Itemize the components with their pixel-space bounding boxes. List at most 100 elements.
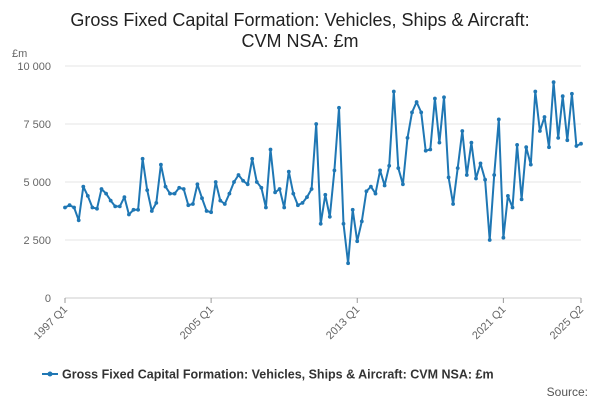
data-point[interactable] xyxy=(574,144,579,148)
data-point[interactable] xyxy=(209,210,214,215)
data-point[interactable] xyxy=(519,197,524,202)
data-point[interactable] xyxy=(373,191,378,196)
data-point[interactable] xyxy=(487,238,492,242)
data-point[interactable] xyxy=(126,212,131,217)
data-point[interactable] xyxy=(218,198,223,203)
data-point[interactable] xyxy=(85,194,90,198)
data-point[interactable] xyxy=(350,207,355,212)
data-point[interactable] xyxy=(337,105,341,110)
data-point[interactable] xyxy=(291,191,296,196)
data-point[interactable] xyxy=(378,168,382,173)
data-point[interactable] xyxy=(72,205,76,210)
data-point[interactable] xyxy=(213,180,218,184)
data-point[interactable] xyxy=(528,162,533,167)
data-point[interactable] xyxy=(401,182,405,187)
data-point[interactable] xyxy=(195,182,200,187)
data-point[interactable] xyxy=(510,205,515,210)
data-point[interactable] xyxy=(76,218,81,223)
data-point[interactable] xyxy=(506,194,510,198)
data-point[interactable] xyxy=(149,209,154,213)
data-point[interactable] xyxy=(501,235,506,240)
data-point[interactable] xyxy=(245,182,250,187)
data-point[interactable] xyxy=(524,145,529,150)
data-point[interactable] xyxy=(273,190,277,195)
data-point[interactable] xyxy=(282,205,287,210)
data-point[interactable] xyxy=(355,239,360,244)
data-point[interactable] xyxy=(442,95,446,100)
data-point[interactable] xyxy=(305,195,309,200)
data-point[interactable] xyxy=(496,117,501,122)
data-point[interactable] xyxy=(232,180,236,184)
data-point[interactable] xyxy=(154,201,159,205)
data-point[interactable] xyxy=(117,204,122,209)
data-point[interactable] xyxy=(259,185,264,190)
data-point[interactable] xyxy=(163,184,168,189)
data-point[interactable] xyxy=(455,166,460,171)
data-point[interactable] xyxy=(492,173,497,177)
data-point[interactable] xyxy=(364,189,369,194)
data-point[interactable] xyxy=(327,214,332,219)
data-point[interactable] xyxy=(410,110,414,115)
data-point[interactable] xyxy=(99,187,104,191)
data-point[interactable] xyxy=(451,202,455,206)
data-point[interactable] xyxy=(236,173,241,177)
data-point[interactable] xyxy=(405,136,410,140)
data-point[interactable] xyxy=(309,187,314,191)
data-point[interactable] xyxy=(570,91,574,96)
data-point[interactable] xyxy=(464,173,469,177)
data-point[interactable] xyxy=(579,141,583,146)
data-point[interactable] xyxy=(131,207,136,212)
data-point[interactable] xyxy=(560,94,565,99)
data-point[interactable] xyxy=(542,115,547,119)
data-point[interactable] xyxy=(268,147,273,152)
data-point[interactable] xyxy=(172,191,177,196)
data-point[interactable] xyxy=(63,205,67,210)
data-point[interactable] xyxy=(122,195,127,200)
data-point[interactable] xyxy=(204,209,209,213)
data-point[interactable] xyxy=(67,203,72,208)
data-point[interactable] xyxy=(254,180,259,184)
data-point[interactable] xyxy=(104,191,108,196)
data-point[interactable] xyxy=(241,178,246,183)
data-point[interactable] xyxy=(250,156,255,161)
data-point[interactable] xyxy=(556,136,561,140)
data-point[interactable] xyxy=(181,187,186,191)
data-point[interactable] xyxy=(296,203,300,208)
data-point[interactable] xyxy=(136,207,141,212)
data-point[interactable] xyxy=(300,201,305,205)
data-point[interactable] xyxy=(565,138,570,143)
data-point[interactable] xyxy=(387,163,392,168)
data-point[interactable] xyxy=(341,221,346,226)
data-point[interactable] xyxy=(145,188,150,193)
data-point[interactable] xyxy=(186,203,191,208)
data-point[interactable] xyxy=(323,192,328,197)
data-point[interactable] xyxy=(332,168,337,173)
data-point[interactable] xyxy=(81,184,86,189)
data-point[interactable] xyxy=(318,221,323,226)
data-point[interactable] xyxy=(95,206,99,211)
data-point[interactable] xyxy=(382,183,387,188)
data-point[interactable] xyxy=(277,187,282,191)
data-point[interactable] xyxy=(90,205,95,210)
data-point[interactable] xyxy=(222,202,227,206)
data-point[interactable] xyxy=(108,198,113,203)
data-point[interactable] xyxy=(547,145,551,150)
data-point[interactable] xyxy=(515,143,519,147)
data-point[interactable] xyxy=(474,176,478,181)
data-point[interactable] xyxy=(286,169,291,174)
data-point[interactable] xyxy=(200,196,204,201)
data-point[interactable] xyxy=(140,156,145,161)
data-point[interactable] xyxy=(428,147,433,152)
data-point[interactable] xyxy=(264,205,268,210)
data-point[interactable] xyxy=(478,161,483,166)
data-point[interactable] xyxy=(396,166,401,171)
data-point[interactable] xyxy=(369,184,373,189)
data-point[interactable] xyxy=(483,177,487,182)
data-point[interactable] xyxy=(359,219,364,224)
data-point[interactable] xyxy=(533,89,538,94)
data-point[interactable] xyxy=(446,175,451,180)
data-point[interactable] xyxy=(538,129,542,133)
data-point[interactable] xyxy=(460,129,465,133)
data-point[interactable] xyxy=(191,202,195,206)
data-point[interactable] xyxy=(391,89,396,94)
